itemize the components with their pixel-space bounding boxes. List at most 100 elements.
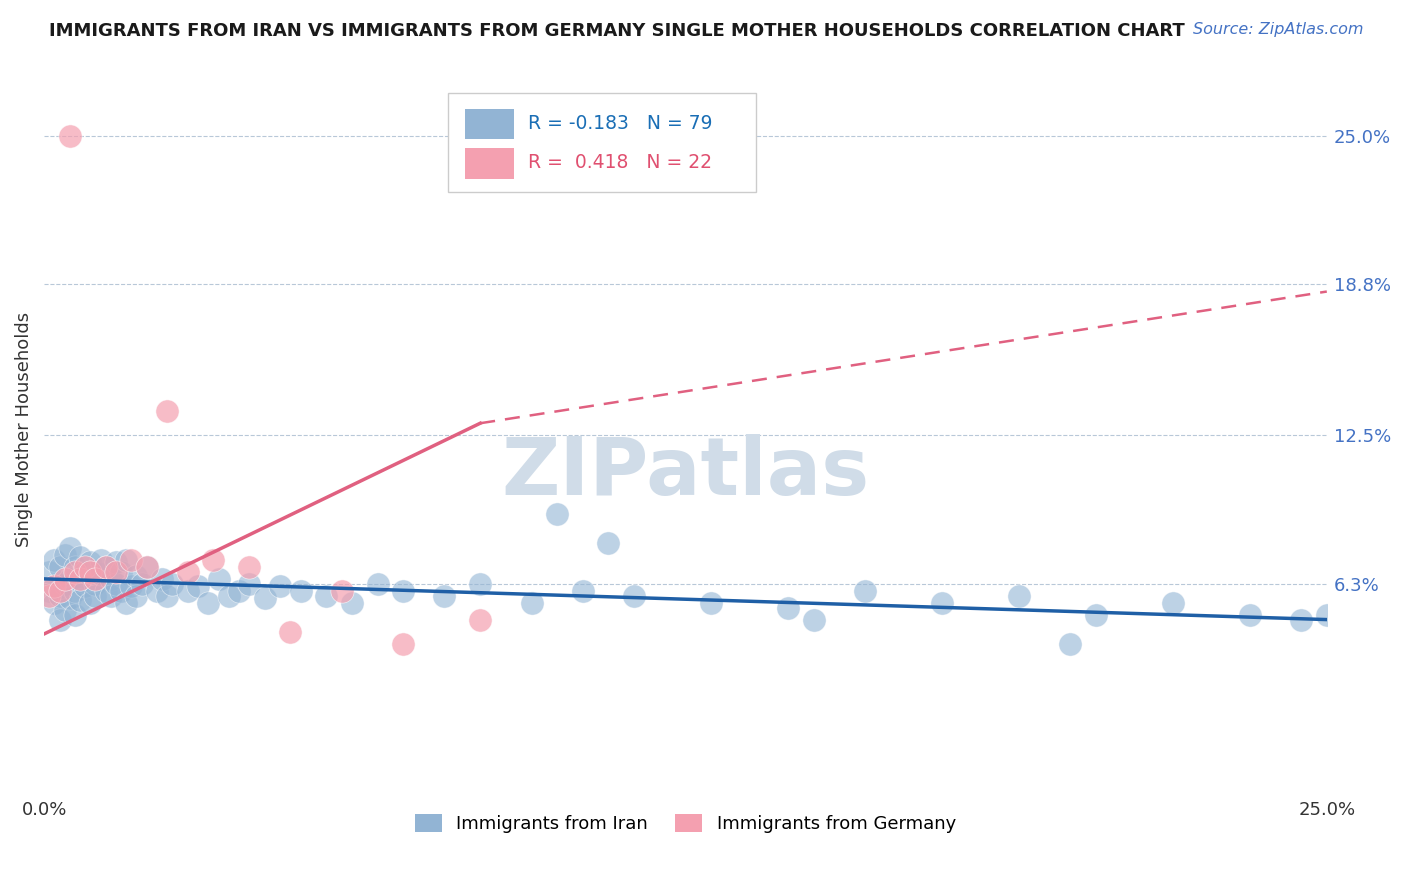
Point — [125, 569, 148, 583]
Point — [853, 583, 876, 598]
FancyBboxPatch shape — [465, 109, 513, 139]
Point — [433, 589, 456, 603]
Point — [238, 560, 260, 574]
Point — [202, 552, 225, 566]
Point — [290, 583, 312, 598]
Point — [156, 404, 179, 418]
Text: ZIPatlas: ZIPatlas — [502, 434, 869, 512]
Point — [48, 583, 70, 598]
Point — [79, 596, 101, 610]
Point — [59, 591, 82, 605]
Point — [392, 636, 415, 650]
Point — [100, 589, 122, 603]
Point — [207, 572, 229, 586]
Point — [1008, 589, 1031, 603]
Point — [125, 589, 148, 603]
Point — [228, 583, 250, 598]
Point — [367, 576, 389, 591]
Text: R =  0.418   N = 22: R = 0.418 N = 22 — [527, 153, 711, 172]
Point — [330, 583, 353, 598]
Point — [623, 589, 645, 603]
Point — [38, 583, 60, 598]
Point — [69, 572, 91, 586]
Point — [75, 560, 97, 574]
Point — [1316, 607, 1339, 622]
Point — [84, 589, 107, 603]
Point — [115, 596, 138, 610]
Point — [69, 550, 91, 565]
Point — [59, 128, 82, 143]
Point — [470, 613, 492, 627]
Point — [803, 613, 825, 627]
Point — [110, 565, 132, 579]
Point — [79, 555, 101, 569]
Point — [131, 576, 153, 591]
Point — [1289, 613, 1312, 627]
Point — [53, 572, 76, 586]
Point — [120, 579, 142, 593]
Point — [48, 613, 70, 627]
Point — [1084, 607, 1107, 622]
Point — [162, 576, 184, 591]
Point — [69, 593, 91, 607]
Point — [315, 589, 337, 603]
Point — [53, 576, 76, 591]
Point — [238, 576, 260, 591]
Point — [38, 565, 60, 579]
Point — [150, 572, 173, 586]
Point — [48, 560, 70, 574]
Point — [59, 541, 82, 555]
Point — [84, 572, 107, 586]
Point — [470, 576, 492, 591]
Point — [44, 552, 66, 566]
Point — [75, 565, 97, 579]
Point — [572, 583, 595, 598]
Point — [1059, 636, 1081, 650]
Point — [156, 589, 179, 603]
Point — [90, 552, 112, 566]
Text: Source: ZipAtlas.com: Source: ZipAtlas.com — [1194, 22, 1364, 37]
Point — [392, 583, 415, 598]
Point — [598, 536, 620, 550]
Point — [48, 589, 70, 603]
Point — [177, 565, 200, 579]
Point — [94, 583, 117, 598]
Point — [187, 579, 209, 593]
Point — [177, 583, 200, 598]
FancyBboxPatch shape — [465, 148, 513, 178]
Y-axis label: Single Mother Households: Single Mother Households — [15, 311, 32, 547]
Point — [1239, 607, 1261, 622]
Point — [280, 624, 302, 639]
Point — [75, 579, 97, 593]
Point — [218, 589, 240, 603]
Point — [269, 579, 291, 593]
Point — [115, 552, 138, 566]
Point — [700, 596, 723, 610]
Text: R = -0.183   N = 79: R = -0.183 N = 79 — [527, 113, 713, 133]
Point — [778, 600, 800, 615]
FancyBboxPatch shape — [449, 94, 756, 192]
Point — [253, 591, 276, 605]
Point — [44, 596, 66, 610]
Point — [104, 576, 127, 591]
Point — [53, 603, 76, 617]
Point — [120, 552, 142, 566]
Point — [931, 596, 953, 610]
Point — [38, 589, 60, 603]
Point — [197, 596, 219, 610]
Legend: Immigrants from Iran, Immigrants from Germany: Immigrants from Iran, Immigrants from Ge… — [408, 806, 963, 840]
Text: IMMIGRANTS FROM IRAN VS IMMIGRANTS FROM GERMANY SINGLE MOTHER HOUSEHOLDS CORRELA: IMMIGRANTS FROM IRAN VS IMMIGRANTS FROM … — [49, 22, 1185, 40]
Point — [44, 579, 66, 593]
Point — [340, 596, 363, 610]
Point — [69, 574, 91, 589]
Point — [1161, 596, 1184, 610]
Point — [53, 548, 76, 562]
Point — [110, 583, 132, 598]
Point — [100, 572, 122, 586]
Point — [135, 560, 157, 574]
Point — [520, 596, 543, 610]
Point — [79, 565, 101, 579]
Point — [104, 565, 127, 579]
Point — [146, 583, 169, 598]
Point — [546, 507, 568, 521]
